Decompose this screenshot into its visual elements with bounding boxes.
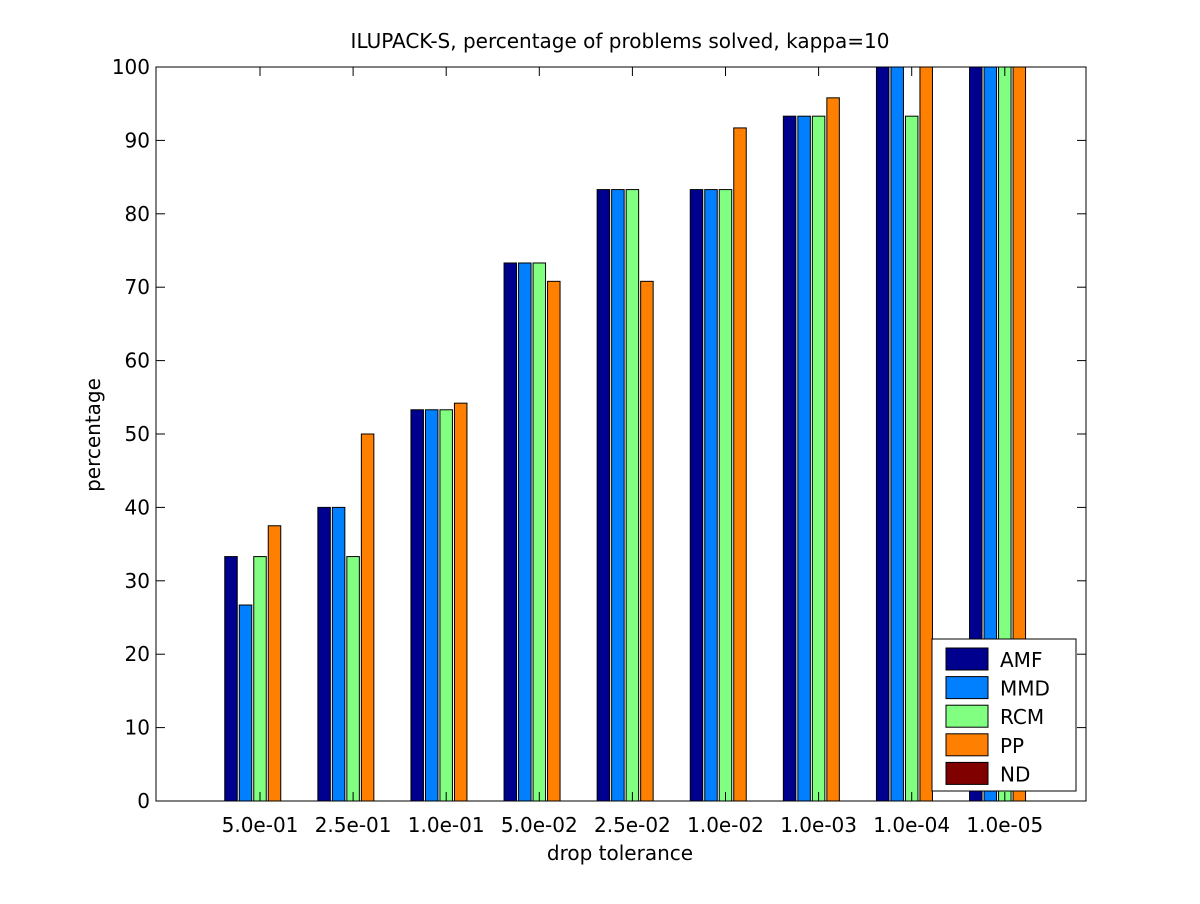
bar-amf-7 (875, 66, 890, 802)
bar-pp-0 (267, 525, 282, 802)
legend-swatch-nd (945, 761, 989, 785)
legend: AMF MMD RCM PP ND (931, 638, 1077, 792)
bar-pp-7 (919, 66, 933, 802)
bar-amf-0 (224, 556, 238, 802)
bar-rcm-7 (904, 115, 919, 802)
bar-pp-2 (453, 402, 468, 802)
x-axis-label: drop tolerance (547, 841, 693, 865)
legend-swatch-pp (945, 733, 989, 757)
bar-rcm-6 (811, 115, 826, 802)
x-tick-label-6: 1.0e-03 (780, 813, 857, 837)
bar-mmd-1 (331, 506, 346, 802)
bar-rcm-5 (718, 189, 733, 802)
bar-rcm-0 (253, 556, 267, 802)
bar-amf-1 (317, 506, 331, 802)
x-tick-label-8: 1.0e-05 (966, 813, 1043, 837)
y-tick-label-7: 70 (125, 275, 150, 299)
bar-mmd-5 (704, 189, 718, 802)
bar-pp-5 (733, 127, 747, 802)
legend-swatch-rcm (945, 704, 989, 728)
bar-pp-3 (547, 280, 561, 802)
y-tick-label-2: 20 (125, 642, 150, 666)
bar-amf-5 (689, 189, 704, 802)
axes-group: 0 10 20 30 40 50 60 70 80 90 100 5.0e-01 2.5e-01 1.0e… (112, 55, 1087, 837)
y-tick-label-4: 40 (125, 495, 150, 519)
legend-swatch-mmd (945, 676, 989, 700)
bars-group (224, 66, 1027, 802)
x-tick-label-0: 5.0e-01 (222, 813, 299, 837)
bar-mmd-4 (611, 189, 625, 802)
bar-pp-6 (826, 97, 840, 802)
legend-label-nd: ND (1000, 762, 1030, 786)
bar-mmd-6 (797, 115, 811, 802)
bar-amf-2 (410, 409, 424, 802)
bar-amf-6 (782, 115, 797, 802)
bar-amf-3 (503, 262, 518, 802)
bar-pp-4 (640, 280, 654, 802)
x-tick-label-7: 1.0e-04 (873, 813, 950, 837)
y-tick-label-6: 60 (125, 349, 150, 373)
bar-rcm-3 (532, 262, 547, 802)
y-tick-label-9: 90 (125, 128, 150, 152)
chart-title: ILUPACK-S, percentage of problems solved… (351, 29, 890, 53)
bar-pp-1 (360, 433, 375, 802)
legend-swatch-amf (945, 647, 989, 671)
y-tick-label-3: 30 (125, 569, 150, 593)
bar-mmd-2 (424, 409, 439, 802)
y-tick-label-1: 10 (125, 716, 150, 740)
x-tick-label-1: 2.5e-01 (315, 813, 392, 837)
x-tick-label-5: 1.0e-02 (687, 813, 764, 837)
x-tick-label-2: 1.0e-01 (408, 813, 485, 837)
bar-amf-4 (596, 189, 611, 802)
y-tick-label-5: 50 (125, 422, 150, 446)
bar-rcm-1 (346, 556, 360, 802)
legend-label-rcm: RCM (1000, 705, 1044, 729)
y-tick-label-8: 80 (125, 202, 150, 226)
legend-label-mmd: MMD (1000, 677, 1050, 701)
bar-mmd-3 (518, 262, 532, 802)
bar-rcm-4 (625, 189, 640, 802)
y-tick-label-0: 0 (137, 789, 150, 813)
y-axis-label: percentage (81, 378, 105, 492)
bar-rcm-2 (439, 409, 453, 802)
x-tick-label-4: 2.5e-02 (594, 813, 671, 837)
legend-label-amf: AMF (1000, 648, 1042, 672)
bar-mmd-0 (238, 604, 253, 802)
y-tick-label-10: 100 (112, 55, 150, 79)
bar-mmd-7 (890, 66, 904, 802)
x-tick-label-3: 5.0e-02 (501, 813, 578, 837)
legend-label-pp: PP (1000, 734, 1024, 758)
